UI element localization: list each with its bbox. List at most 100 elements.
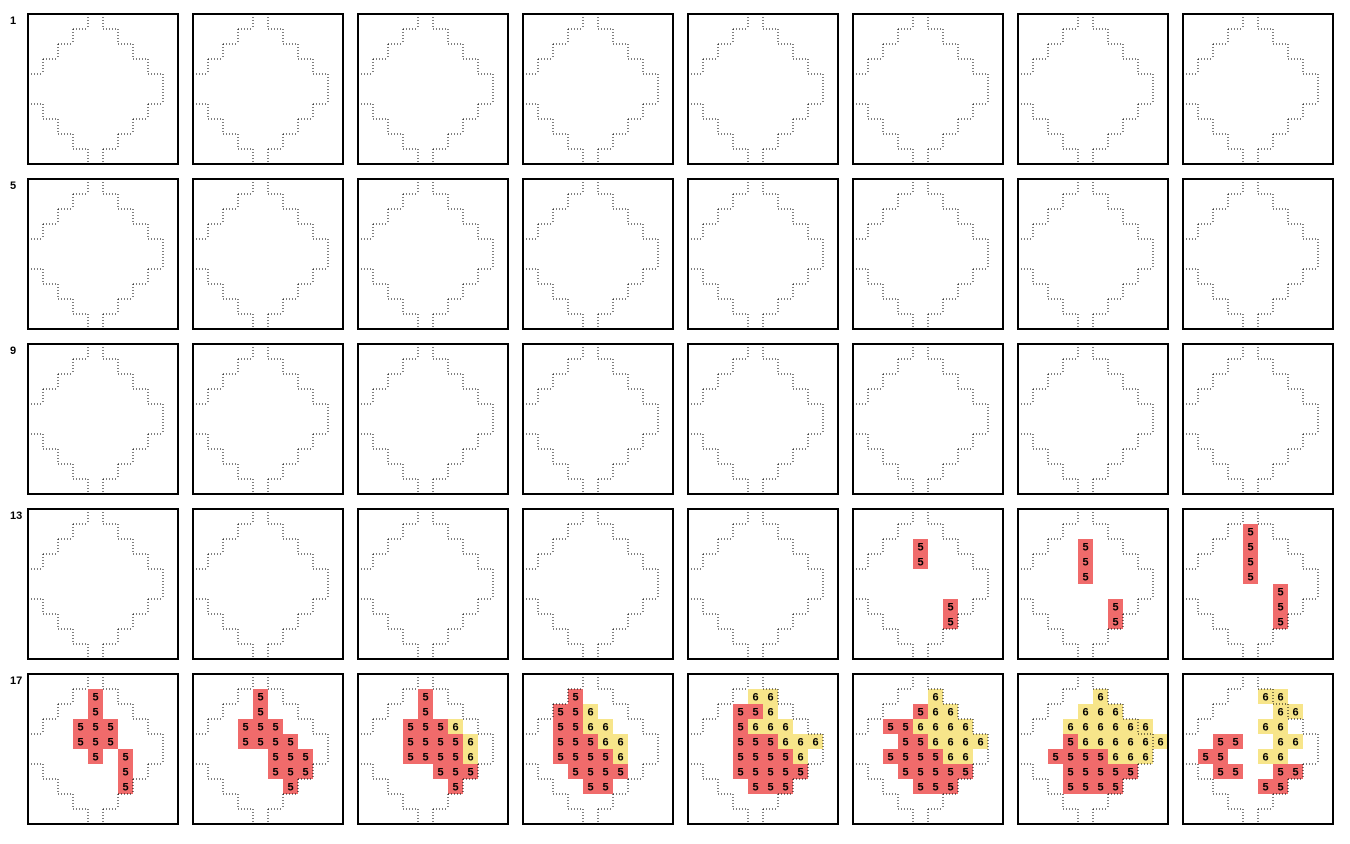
cell: [268, 749, 283, 764]
cell: [613, 734, 628, 749]
cell: [1108, 719, 1123, 734]
cell-value: 5: [962, 766, 968, 778]
region-outline: [852, 343, 989, 495]
cell-value: 5: [1277, 586, 1283, 598]
cell-value: 5: [887, 751, 893, 763]
cell: [418, 749, 433, 764]
cell-value: 5: [587, 751, 593, 763]
cell-value: 5: [452, 736, 458, 748]
cell: [1258, 689, 1273, 704]
cell: [898, 749, 913, 764]
cell-value: 6: [932, 691, 938, 703]
cell: [598, 719, 613, 734]
cell: [598, 764, 613, 779]
cell: [448, 719, 463, 734]
cell-value: 5: [437, 736, 443, 748]
panel-frame: [852, 13, 1004, 165]
cell-value: 5: [272, 736, 278, 748]
region-outline: [1182, 178, 1319, 330]
cell: [583, 749, 598, 764]
cell-value: 5: [572, 691, 578, 703]
cell-value: 5: [947, 766, 953, 778]
cell-value: 5: [92, 691, 98, 703]
cell-value: 6: [1157, 736, 1163, 748]
cell-value: 6: [917, 721, 923, 733]
cell: [283, 779, 298, 794]
cell-value: 5: [287, 736, 293, 748]
cell: [913, 734, 928, 749]
cell-value: 6: [1127, 736, 1133, 748]
cell: [898, 719, 913, 734]
cell: [913, 704, 928, 719]
panel-frame: [852, 673, 1004, 825]
cell: [433, 749, 448, 764]
cell-value: 5: [767, 781, 773, 793]
cell: [1108, 614, 1123, 629]
cell: [778, 719, 793, 734]
cell-value: 5: [572, 706, 578, 718]
cell: [1123, 734, 1138, 749]
panel-frame: [192, 343, 344, 495]
cell: [463, 749, 478, 764]
cell-value: 5: [1067, 781, 1073, 793]
panel-frame: [687, 13, 839, 165]
cell-value: 6: [962, 751, 968, 763]
region-outline: [522, 13, 659, 165]
cell-value: 5: [1247, 526, 1253, 538]
cell-value: 5: [1052, 751, 1058, 763]
cell: [928, 779, 943, 794]
cell-value: 6: [1277, 736, 1283, 748]
cell: [118, 779, 133, 794]
region-outline: [1017, 13, 1154, 165]
cell-value: 5: [257, 691, 263, 703]
cell: [1108, 779, 1123, 794]
cell: [1213, 734, 1228, 749]
region-outline: [852, 13, 989, 165]
cell: [283, 734, 298, 749]
cell-value: 5: [947, 781, 953, 793]
cell-value: 5: [107, 736, 113, 748]
cell-value: 5: [1112, 601, 1118, 613]
cell-value: 5: [902, 736, 908, 748]
cell: [778, 764, 793, 779]
cell: [253, 734, 268, 749]
region-outline: [357, 343, 494, 495]
cell: [88, 749, 103, 764]
cell-value: 6: [767, 691, 773, 703]
cell: [733, 734, 748, 749]
cell: [1273, 584, 1288, 599]
cell: [943, 614, 958, 629]
region-outline: [357, 508, 494, 660]
cell: [298, 764, 313, 779]
cell: [448, 779, 463, 794]
cell-value: 5: [587, 736, 593, 748]
cell-value: 5: [902, 766, 908, 778]
region-outline: [192, 178, 329, 330]
cell-value: 5: [422, 706, 428, 718]
cell: [448, 734, 463, 749]
cell-value: 6: [617, 736, 623, 748]
cell-value: 5: [422, 751, 428, 763]
panel-frame: [1182, 13, 1334, 165]
cell: [598, 734, 613, 749]
cell-value: 5: [752, 736, 758, 748]
cell: [1288, 704, 1303, 719]
cell-value: 5: [122, 751, 128, 763]
panel-frame: [27, 673, 179, 825]
cell: [1258, 749, 1273, 764]
panel-frame: [522, 673, 674, 825]
cell-value: 5: [917, 736, 923, 748]
region-outline: [1182, 13, 1319, 165]
cell-value: 5: [1112, 616, 1118, 628]
cell-value: 5: [1217, 736, 1223, 748]
cell: [448, 764, 463, 779]
cell: [958, 764, 973, 779]
cell: [1093, 734, 1108, 749]
cell-value: 5: [1112, 781, 1118, 793]
cell-value: 5: [1232, 766, 1238, 778]
cell-value: 5: [752, 766, 758, 778]
cell: [1243, 539, 1258, 554]
cell-value: 5: [302, 751, 308, 763]
cell: [598, 749, 613, 764]
region-outline: [687, 178, 824, 330]
